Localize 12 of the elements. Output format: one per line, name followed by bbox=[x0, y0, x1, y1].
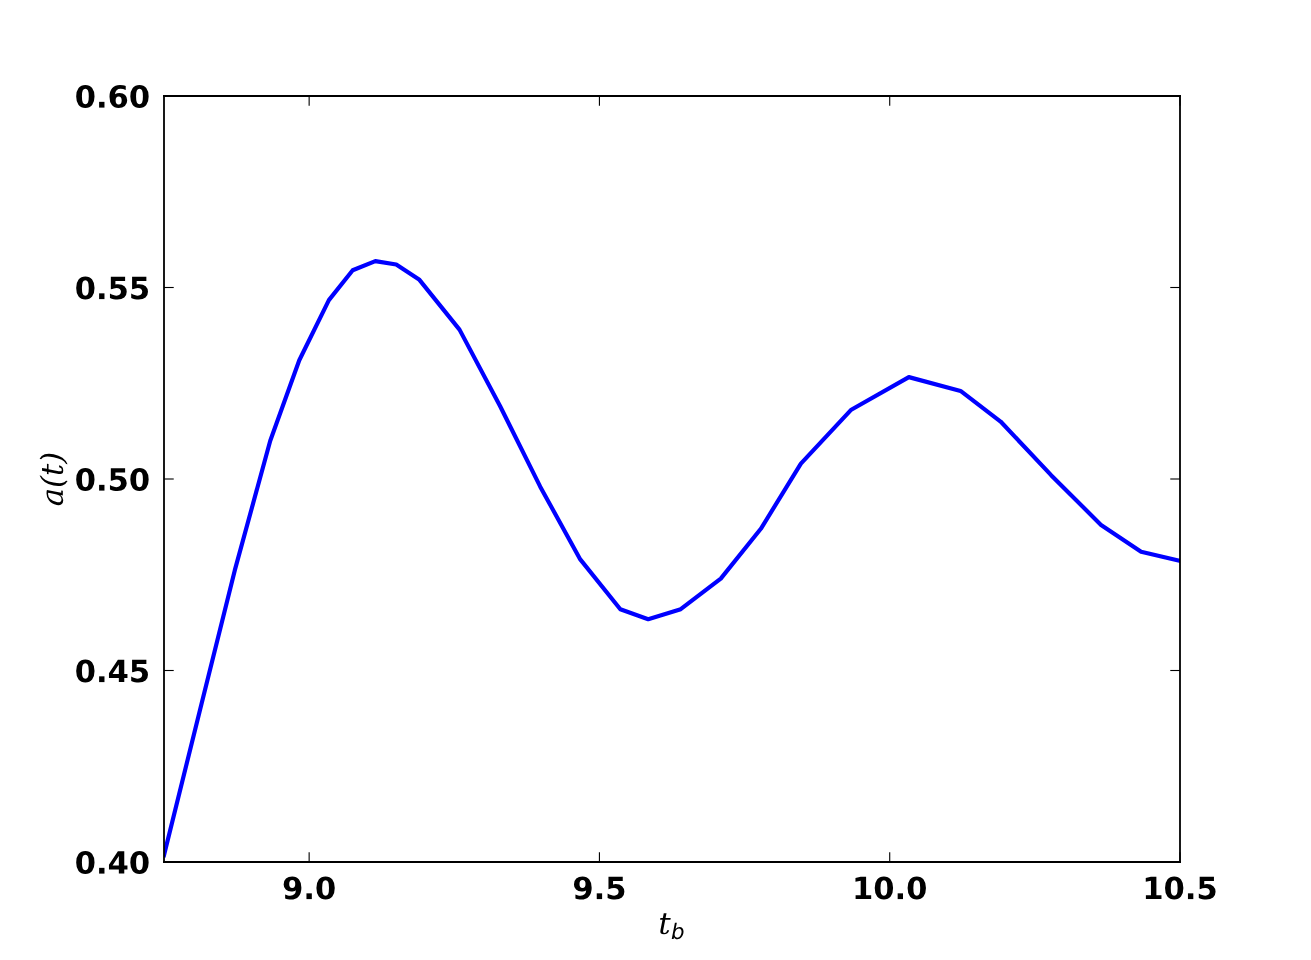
y-tick-label: 0.50 bbox=[76, 467, 149, 492]
y-tick-label: 0.45 bbox=[76, 659, 148, 683]
x-tick-label: 9.0 bbox=[283, 876, 335, 900]
y-axis-title: a(t) bbox=[39, 453, 68, 506]
x-tick-label: 10.0 bbox=[855, 876, 926, 900]
y-tick-label: 0.55 bbox=[76, 276, 148, 300]
x-tick-label: 9.5 bbox=[573, 876, 625, 900]
x-axis-title: t$_{b}$ bbox=[660, 913, 684, 940]
x-tick-label: 10.5 bbox=[1145, 876, 1216, 900]
y-tick-label: 0.40 bbox=[76, 850, 149, 875]
line-series bbox=[164, 258, 1180, 858]
y-tick-label: 0.60 bbox=[76, 84, 149, 109]
